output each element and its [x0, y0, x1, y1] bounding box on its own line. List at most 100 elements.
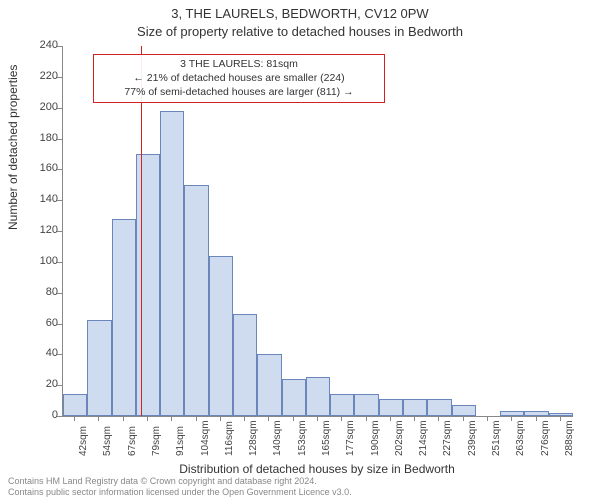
- x-tick-label: 67sqm: [127, 426, 138, 456]
- histogram-bar: [233, 314, 257, 416]
- x-tick-mark: [560, 416, 561, 421]
- annotation-line: 3 THE LAURELS: 81sqm: [100, 57, 378, 71]
- histogram-bar: [209, 256, 233, 416]
- x-tick-label: 104sqm: [200, 420, 211, 456]
- x-tick-label: 140sqm: [272, 420, 283, 456]
- x-tick-label: 128sqm: [248, 420, 259, 456]
- x-tick-mark: [487, 416, 488, 421]
- y-tick-label: 160: [28, 162, 58, 174]
- y-tick-mark: [57, 354, 62, 355]
- x-tick-mark: [268, 416, 269, 421]
- x-tick-label: 91sqm: [175, 426, 186, 456]
- x-tick-label: 153sqm: [297, 420, 308, 456]
- x-tick-mark: [366, 416, 367, 421]
- y-tick-label: 60: [28, 317, 58, 329]
- x-tick-mark: [147, 416, 148, 421]
- x-tick-mark: [438, 416, 439, 421]
- x-tick-mark: [171, 416, 172, 421]
- chart-title-2: Size of property relative to detached ho…: [0, 24, 600, 39]
- histogram-bar: [427, 399, 451, 416]
- histogram-bar: [354, 394, 378, 416]
- y-tick-mark: [57, 416, 62, 417]
- y-tick-mark: [57, 231, 62, 232]
- y-tick-mark: [57, 262, 62, 263]
- x-tick-label: 214sqm: [418, 420, 429, 456]
- y-tick-label: 140: [28, 193, 58, 205]
- footer-line-2: Contains public sector information licen…: [8, 487, 352, 498]
- histogram-bar: [257, 354, 281, 416]
- x-tick-mark: [98, 416, 99, 421]
- annotation-line: ← 21% of detached houses are smaller (22…: [100, 71, 378, 85]
- histogram-bar: [160, 111, 184, 416]
- annotation-box: 3 THE LAURELS: 81sqm← 21% of detached ho…: [93, 54, 385, 103]
- x-tick-mark: [341, 416, 342, 421]
- x-tick-mark: [293, 416, 294, 421]
- histogram-bar: [500, 411, 524, 416]
- histogram-bar: [524, 411, 548, 416]
- histogram-bar: [549, 413, 573, 416]
- y-tick-mark: [57, 46, 62, 47]
- histogram-bar: [282, 379, 306, 416]
- x-tick-label: 42sqm: [78, 426, 89, 456]
- x-tick-label: 288sqm: [564, 420, 575, 456]
- x-tick-label: 227sqm: [442, 420, 453, 456]
- x-axis-label: Distribution of detached houses by size …: [62, 462, 572, 476]
- y-tick-mark: [57, 293, 62, 294]
- x-tick-mark: [511, 416, 512, 421]
- x-tick-label: 116sqm: [224, 421, 235, 456]
- y-tick-label: 0: [28, 409, 58, 421]
- y-tick-mark: [57, 169, 62, 170]
- x-tick-label: 190sqm: [370, 420, 381, 456]
- chart-title-1: 3, THE LAURELS, BEDWORTH, CV12 0PW: [0, 6, 600, 21]
- y-tick-mark: [57, 200, 62, 201]
- x-tick-label: 276sqm: [540, 420, 551, 456]
- x-tick-label: 54sqm: [102, 426, 113, 456]
- footer-text: Contains HM Land Registry data © Crown c…: [8, 476, 352, 498]
- histogram-bar: [87, 320, 111, 416]
- y-tick-label: 200: [28, 101, 58, 113]
- y-tick-mark: [57, 108, 62, 109]
- x-tick-mark: [414, 416, 415, 421]
- y-tick-label: 100: [28, 255, 58, 267]
- x-tick-mark: [220, 416, 221, 421]
- x-tick-mark: [244, 416, 245, 421]
- y-tick-label: 20: [28, 378, 58, 390]
- x-tick-label: 239sqm: [467, 420, 478, 456]
- x-tick-label: 263sqm: [515, 420, 526, 456]
- chart-container: 3, THE LAURELS, BEDWORTH, CV12 0PW Size …: [0, 0, 600, 500]
- x-tick-mark: [463, 416, 464, 421]
- y-tick-label: 180: [28, 132, 58, 144]
- x-tick-mark: [317, 416, 318, 421]
- y-tick-label: 40: [28, 347, 58, 359]
- x-tick-mark: [74, 416, 75, 421]
- x-tick-mark: [123, 416, 124, 421]
- y-tick-label: 120: [28, 224, 58, 236]
- y-tick-mark: [57, 385, 62, 386]
- y-axis-label: Number of detached properties: [6, 65, 20, 230]
- histogram-bar: [306, 377, 330, 416]
- y-tick-mark: [57, 324, 62, 325]
- histogram-bar: [330, 394, 354, 416]
- histogram-bar: [63, 394, 87, 416]
- y-tick-mark: [57, 139, 62, 140]
- plot-area: 3 THE LAURELS: 81sqm← 21% of detached ho…: [62, 46, 573, 417]
- x-tick-mark: [196, 416, 197, 421]
- histogram-bar: [112, 219, 136, 416]
- y-tick-label: 80: [28, 286, 58, 298]
- histogram-bar: [184, 185, 208, 416]
- x-tick-label: 202sqm: [394, 420, 405, 456]
- x-tick-mark: [390, 416, 391, 421]
- x-tick-mark: [536, 416, 537, 421]
- x-tick-label: 165sqm: [321, 420, 332, 456]
- x-tick-label: 79sqm: [151, 426, 162, 456]
- y-tick-label: 220: [28, 70, 58, 82]
- annotation-line: 77% of semi-detached houses are larger (…: [100, 85, 378, 99]
- histogram-bar: [379, 399, 403, 416]
- x-tick-label: 251sqm: [491, 420, 502, 456]
- y-tick-label: 240: [28, 39, 58, 51]
- histogram-bar: [452, 405, 476, 416]
- histogram-bar: [403, 399, 427, 416]
- y-tick-mark: [57, 77, 62, 78]
- histogram-bar: [136, 154, 160, 416]
- footer-line-1: Contains HM Land Registry data © Crown c…: [8, 476, 352, 487]
